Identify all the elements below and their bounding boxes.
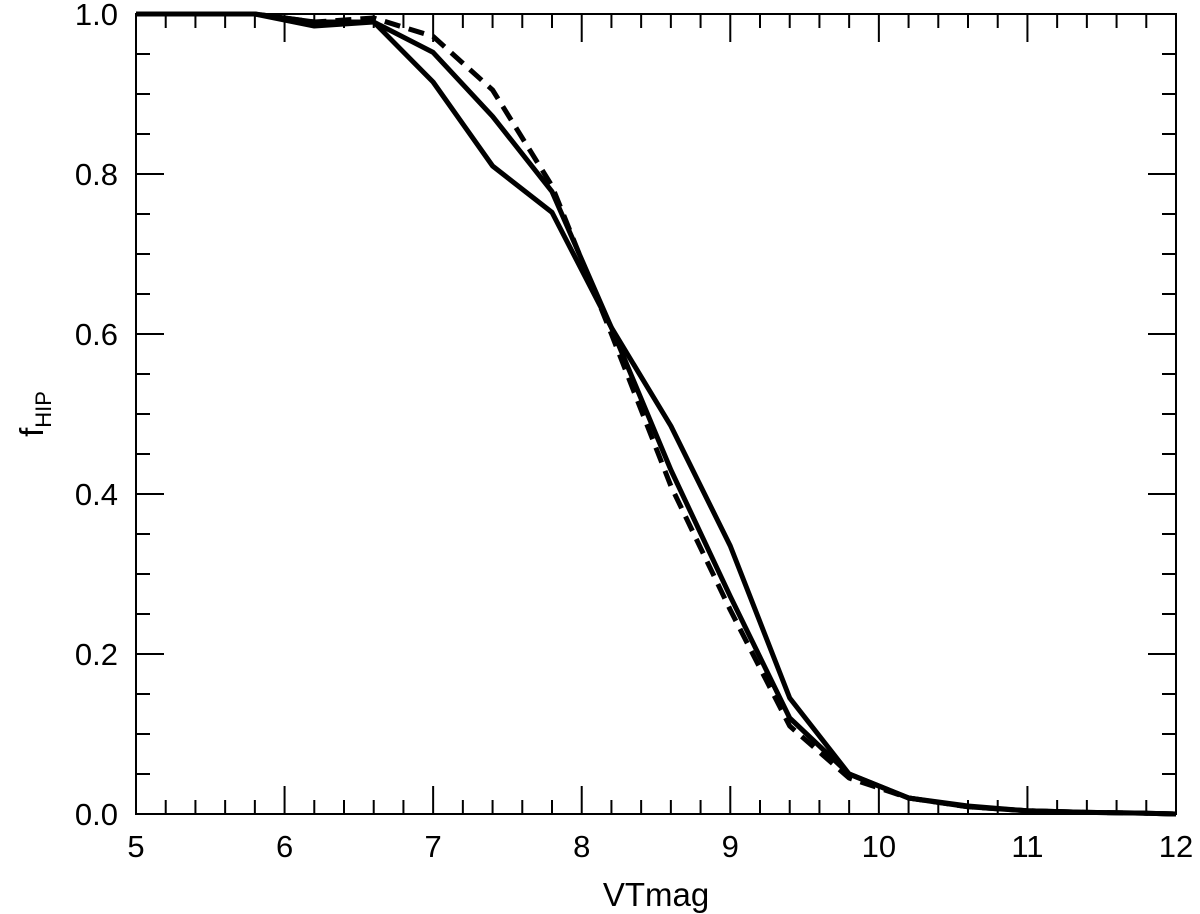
y-tick-label: 0.6 [75, 317, 118, 352]
axis-ticks [135, 13, 1177, 815]
x-tick-label: 8 [573, 829, 590, 864]
y-tick-label: 0.8 [75, 157, 118, 192]
x-tick-labels: 5 6 7 8 9 10 11 12 [127, 829, 1193, 864]
y-tick-label: 0.2 [75, 637, 118, 672]
x-tick-label: 5 [127, 829, 144, 864]
x-tick-label: 12 [1159, 829, 1193, 864]
x-axis-title: VTmag [603, 876, 709, 913]
y-tick-labels: 0.0 0.2 0.4 0.6 0.8 1.0 [75, 0, 118, 832]
y-tick-label: 1.0 [75, 0, 118, 32]
series-line-3 [136, 11, 1177, 817]
y-axis-title-main: f [13, 427, 50, 437]
series-line-2 [136, 11, 1177, 817]
x-tick-label: 6 [276, 829, 293, 864]
series-lines [136, 11, 1177, 817]
x-tick-label: 11 [1011, 829, 1043, 864]
x-tick-label: 10 [862, 829, 896, 864]
x-tick-label: 9 [722, 829, 739, 864]
y-axis-title-subscript: HIP [31, 391, 56, 428]
y-axis-title: fHIP [13, 391, 56, 437]
y-tick-label: 0.0 [75, 797, 118, 832]
y-tick-label: 0.4 [75, 477, 118, 512]
series-line-1 [136, 11, 1177, 817]
x-tick-label: 7 [425, 829, 442, 864]
plot-frame [135, 13, 1177, 815]
